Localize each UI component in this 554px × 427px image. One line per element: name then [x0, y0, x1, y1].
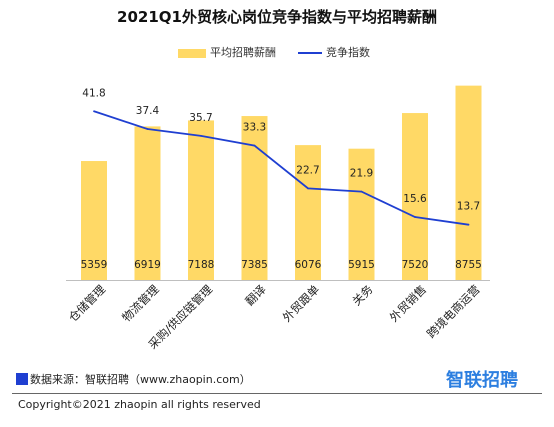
bar-salary [188, 120, 214, 281]
line-value-label: 33.3 [243, 122, 266, 134]
bar-value-label: 6076 [295, 259, 322, 271]
legend-label-competition: 竞争指数 [326, 46, 370, 59]
bar-salary [134, 126, 161, 281]
bar-value-label: 7385 [241, 259, 268, 271]
line-point [414, 216, 416, 218]
legend-label-salary: 平均招聘薪酬 [210, 46, 276, 59]
line-point [146, 128, 149, 130]
chart-title: 2021Q1外贸核心岗位竞争指数与平均招聘薪酬 [117, 8, 437, 26]
line-value-label: 13.7 [457, 201, 480, 213]
bar-value-label: 7520 [402, 259, 429, 271]
bar-value-label: 5359 [81, 259, 108, 271]
line-point [307, 187, 309, 190]
bar-salary [241, 116, 268, 280]
bar-salary [295, 145, 321, 280]
brand-logo: 智联招聘 [446, 370, 518, 391]
footer-divider [12, 393, 542, 394]
line-point [93, 110, 95, 113]
bar-salary [81, 161, 107, 280]
line-value-label: 35.7 [189, 112, 212, 124]
bar-salary [348, 148, 375, 280]
line-point [467, 223, 470, 226]
line-value-label: 37.4 [136, 105, 160, 117]
line-value-label: 21.9 [350, 168, 373, 180]
line-value-label: 22.7 [296, 164, 319, 176]
line-value-label: 15.6 [403, 193, 427, 205]
legend-swatch-line [298, 52, 322, 54]
bar-value-label: 5915 [348, 259, 375, 271]
source-text: 数据来源：智联招聘（www.zhaopin.com） [30, 373, 251, 386]
line-value-label: 41.8 [82, 87, 105, 99]
x-tick-label: 关务 [349, 282, 376, 309]
line-point [360, 190, 363, 193]
line-point [200, 135, 202, 137]
copyright-text: Copyright©2021 zhaopin all rights reserv… [18, 398, 261, 411]
bar-salary [455, 85, 482, 280]
x-tick-label: 物流管理 [119, 282, 162, 325]
line-point [253, 144, 256, 147]
data-source: 数据来源：智联招聘（www.zhaopin.com） [16, 371, 251, 387]
legend-item-salary: 平均招聘薪酬 [178, 44, 276, 60]
x-tick-label: 翻译 [242, 282, 269, 309]
x-tick-label: 仓储管理 [66, 282, 109, 325]
legend-item-competition: 竞争指数 [298, 44, 370, 60]
source-marker [16, 373, 28, 385]
x-tick-label: 跨境电商运营 [424, 282, 483, 341]
legend-swatch-bar [178, 48, 206, 58]
bar-value-label: 6919 [134, 259, 161, 271]
line-competition [93, 110, 469, 226]
x-tick-label: 外贸销售 [387, 282, 429, 324]
x-tick-label: 外贸跟单 [280, 282, 322, 324]
bar-value-label: 8755 [455, 259, 482, 271]
bar-value-label: 7188 [188, 259, 215, 271]
bar-salary [402, 113, 428, 280]
